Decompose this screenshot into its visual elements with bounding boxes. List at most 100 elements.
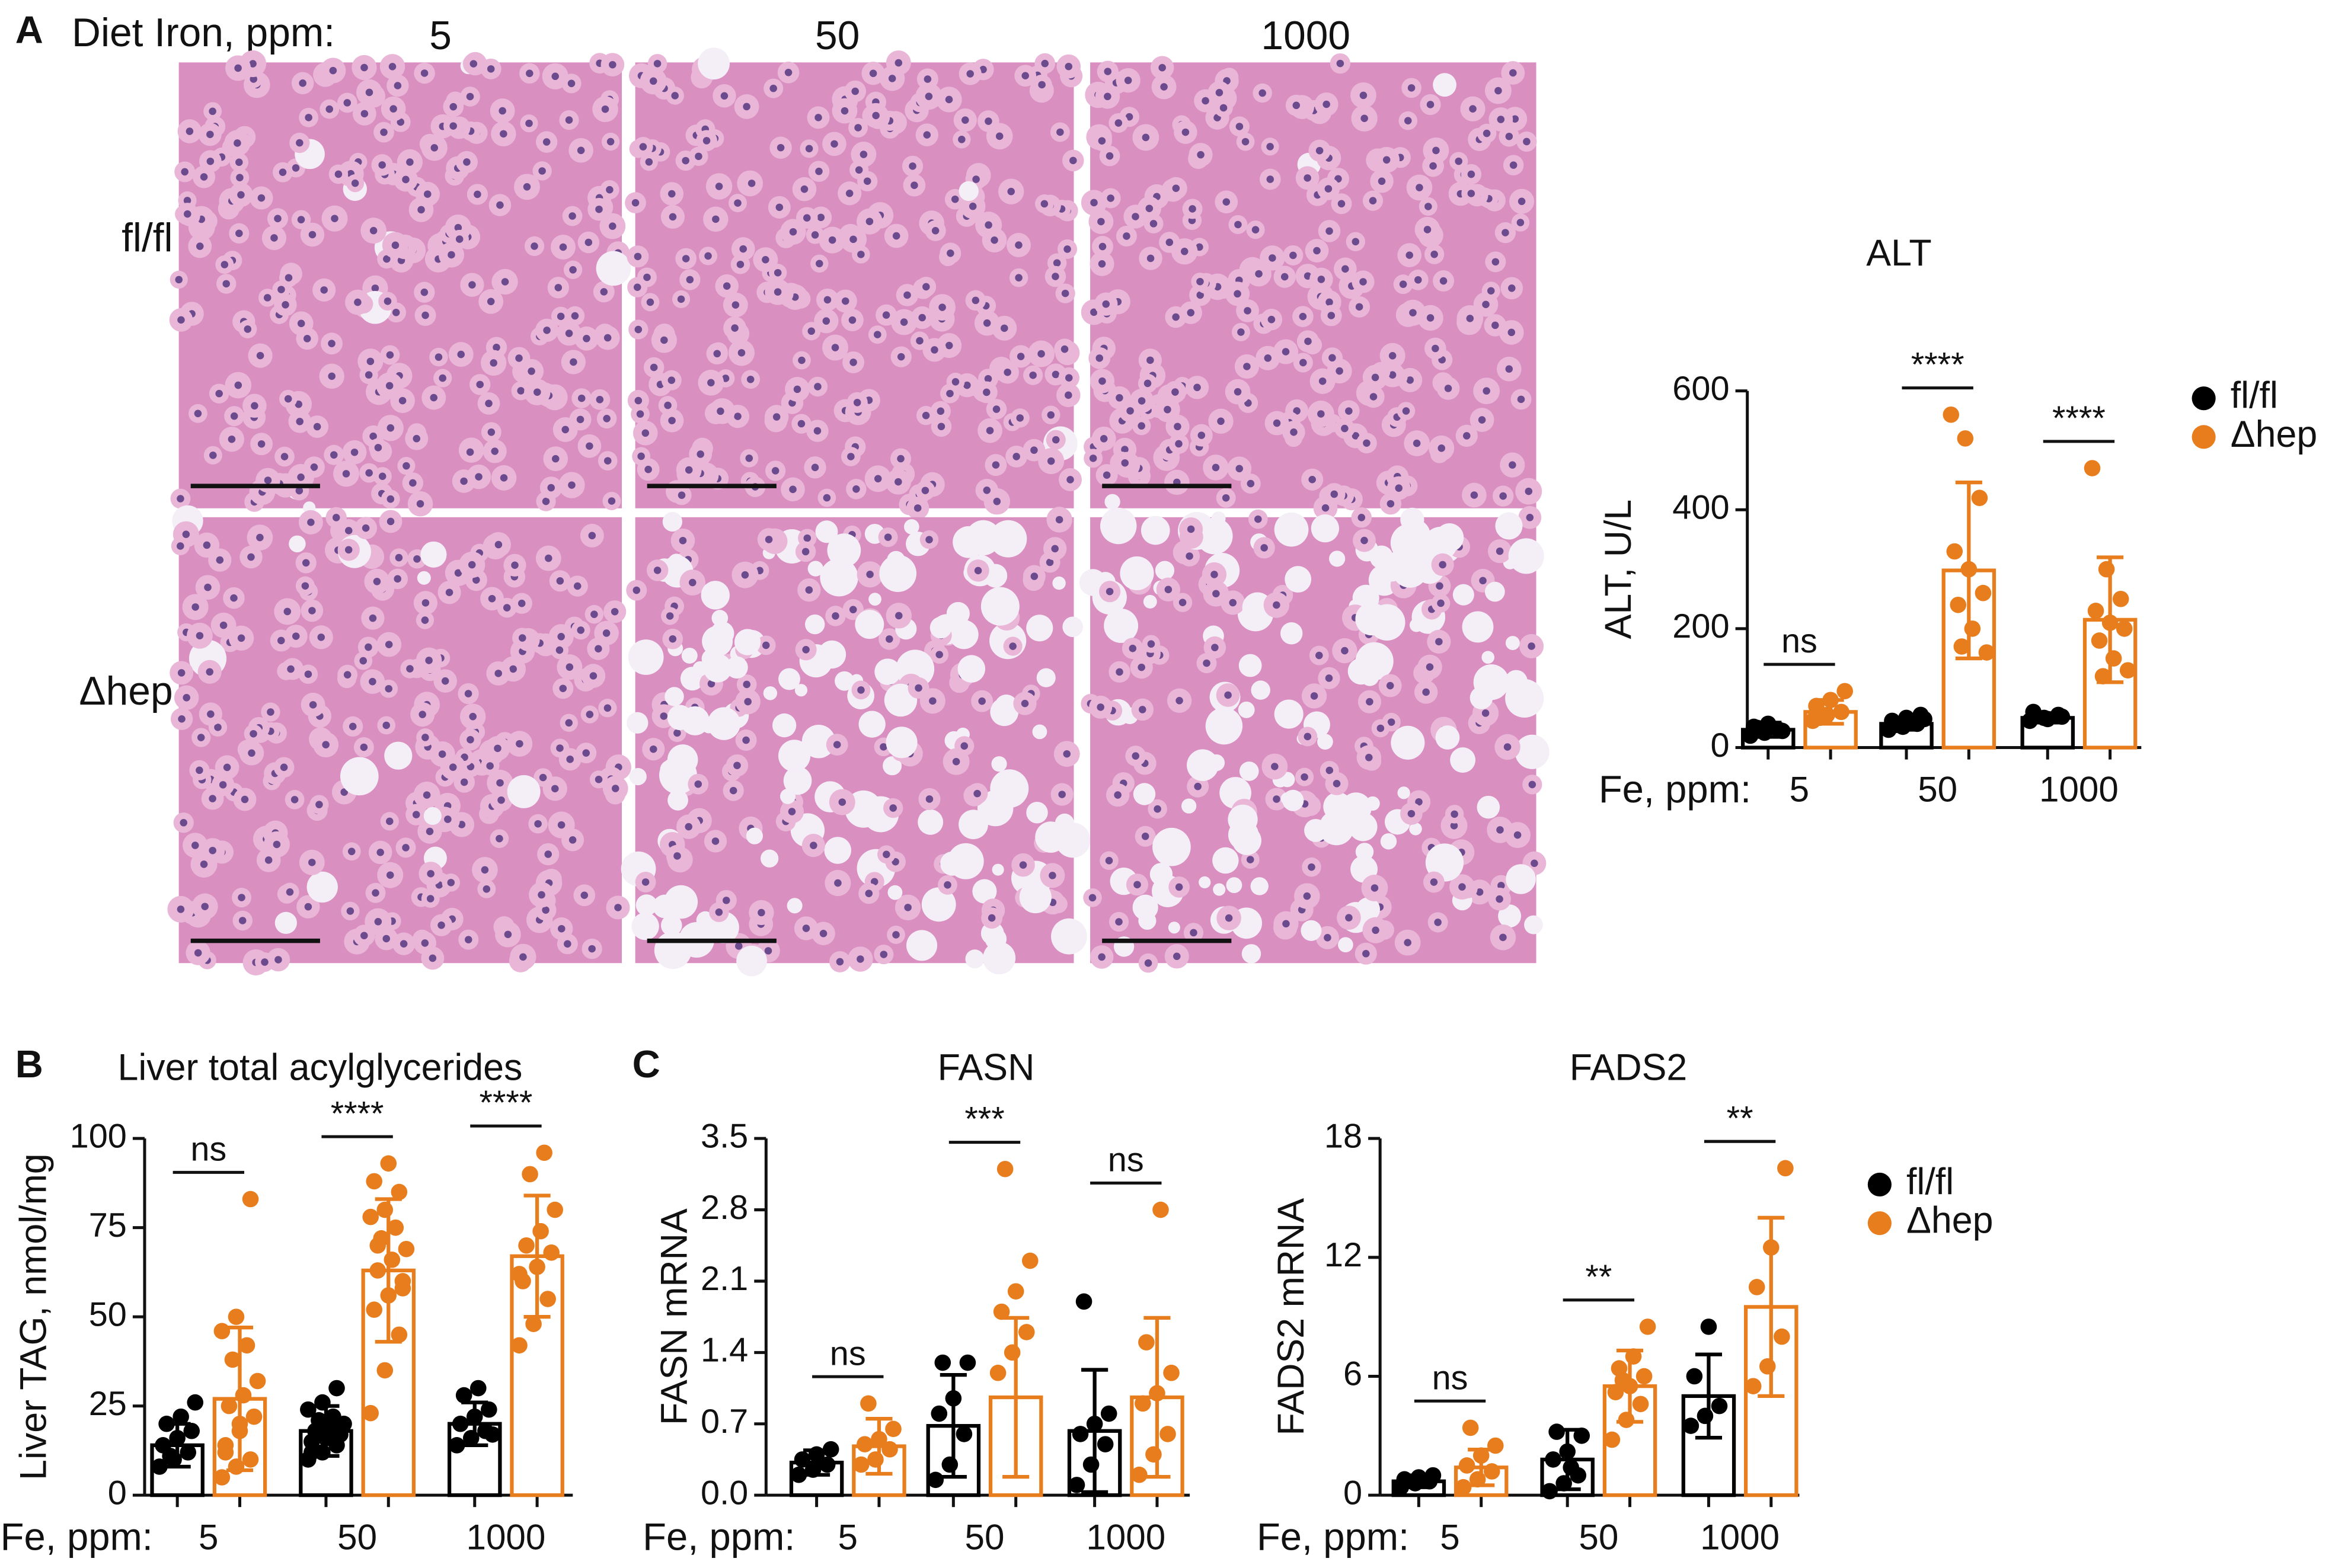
nucleus <box>1389 352 1397 360</box>
nucleus <box>302 582 309 590</box>
nucleus <box>409 479 417 487</box>
nucleus <box>1222 494 1230 502</box>
nucleus <box>457 351 465 359</box>
nucleus <box>569 266 577 274</box>
nucleus <box>857 686 865 694</box>
lipid-droplet <box>1062 617 1083 638</box>
nucleus <box>1372 927 1379 935</box>
nucleus <box>534 388 541 396</box>
nucleus <box>1434 919 1442 926</box>
nucleus <box>496 779 504 787</box>
data-point <box>183 1423 200 1439</box>
data-point <box>1950 597 1966 613</box>
nucleus <box>637 453 645 460</box>
nucleus <box>284 608 292 616</box>
data-point <box>1625 1348 1642 1365</box>
nucleus <box>1325 299 1333 306</box>
data-point <box>158 1416 175 1432</box>
data-point <box>391 1184 408 1201</box>
data-point <box>362 1405 379 1422</box>
lipid-droplet <box>1280 622 1302 644</box>
nucleus <box>518 600 526 607</box>
data-point <box>1777 1160 1794 1177</box>
nucleus <box>1328 354 1336 361</box>
lipid-droplet <box>734 629 761 655</box>
nucleus <box>983 389 991 396</box>
nucleus <box>519 634 526 642</box>
nucleus <box>1517 219 1525 226</box>
data-point <box>1902 715 1918 731</box>
nucleus <box>807 328 815 335</box>
lipid-droplet <box>1141 516 1170 545</box>
nucleus <box>365 644 372 651</box>
lipid-droplet <box>420 542 446 568</box>
lipid-droplet <box>1433 73 1456 97</box>
data-point <box>246 1409 263 1425</box>
nucleus <box>802 646 810 654</box>
nucleus <box>978 697 986 705</box>
nucleus <box>664 402 672 409</box>
nucleus <box>1147 255 1155 263</box>
nucleus <box>589 532 596 540</box>
nucleus <box>493 344 500 351</box>
lipid-droplet <box>1281 792 1294 805</box>
lipid-droplet <box>868 593 881 606</box>
nucleus <box>291 796 299 804</box>
data-point <box>2098 561 2115 578</box>
nucleus <box>1252 226 1260 233</box>
nucleus <box>712 216 720 223</box>
nucleus <box>419 711 426 718</box>
data-point <box>1946 543 1963 560</box>
nucleus <box>1132 752 1139 760</box>
data-point <box>1152 1202 1169 1218</box>
nucleus <box>1282 348 1290 356</box>
data-point <box>239 1337 255 1353</box>
lipid-droplet <box>596 251 631 286</box>
lipid-droplet <box>1212 511 1226 526</box>
data-point <box>366 1301 382 1318</box>
nucleus <box>1271 763 1279 770</box>
nucleus <box>734 412 742 420</box>
nucleus <box>735 942 743 950</box>
nucleus <box>392 242 400 249</box>
nucleus <box>1491 322 1499 329</box>
nucleus <box>679 537 687 545</box>
nucleus <box>804 535 812 542</box>
data-point <box>2039 711 2056 728</box>
nucleus <box>467 93 474 101</box>
data-point <box>1954 638 1970 655</box>
nucleus <box>975 567 982 575</box>
nucleus <box>244 325 252 333</box>
nucleus <box>235 230 243 238</box>
nucleus <box>1435 638 1443 646</box>
nucleus <box>1471 491 1478 499</box>
nucleus <box>1487 287 1495 295</box>
data-point <box>945 1390 962 1407</box>
data-point <box>2025 704 2042 721</box>
data-point <box>1943 407 1959 423</box>
nucleus <box>737 261 745 268</box>
nucleus <box>352 180 359 187</box>
lipid-droplet <box>1239 654 1262 677</box>
data-point <box>380 1287 397 1304</box>
nucleus <box>1138 664 1145 671</box>
nucleus <box>1069 157 1077 165</box>
data-point <box>1163 1365 1180 1381</box>
nucleus <box>889 804 897 812</box>
nucleus <box>335 171 343 178</box>
nucleus <box>287 665 295 673</box>
nucleus <box>944 881 951 889</box>
y-tick-label: 400 <box>1672 488 1729 526</box>
nucleus <box>344 671 352 679</box>
nucleus <box>1056 516 1063 524</box>
nucleus <box>439 375 446 382</box>
nucleus <box>762 256 769 264</box>
nucleus <box>1210 571 1218 578</box>
nucleus <box>331 215 338 222</box>
nucleus <box>1437 444 1445 452</box>
nucleus <box>1479 577 1487 585</box>
data-point <box>1979 644 1995 661</box>
nucleus <box>1052 273 1059 280</box>
data-point <box>1618 1412 1635 1428</box>
nucleus <box>281 453 289 460</box>
